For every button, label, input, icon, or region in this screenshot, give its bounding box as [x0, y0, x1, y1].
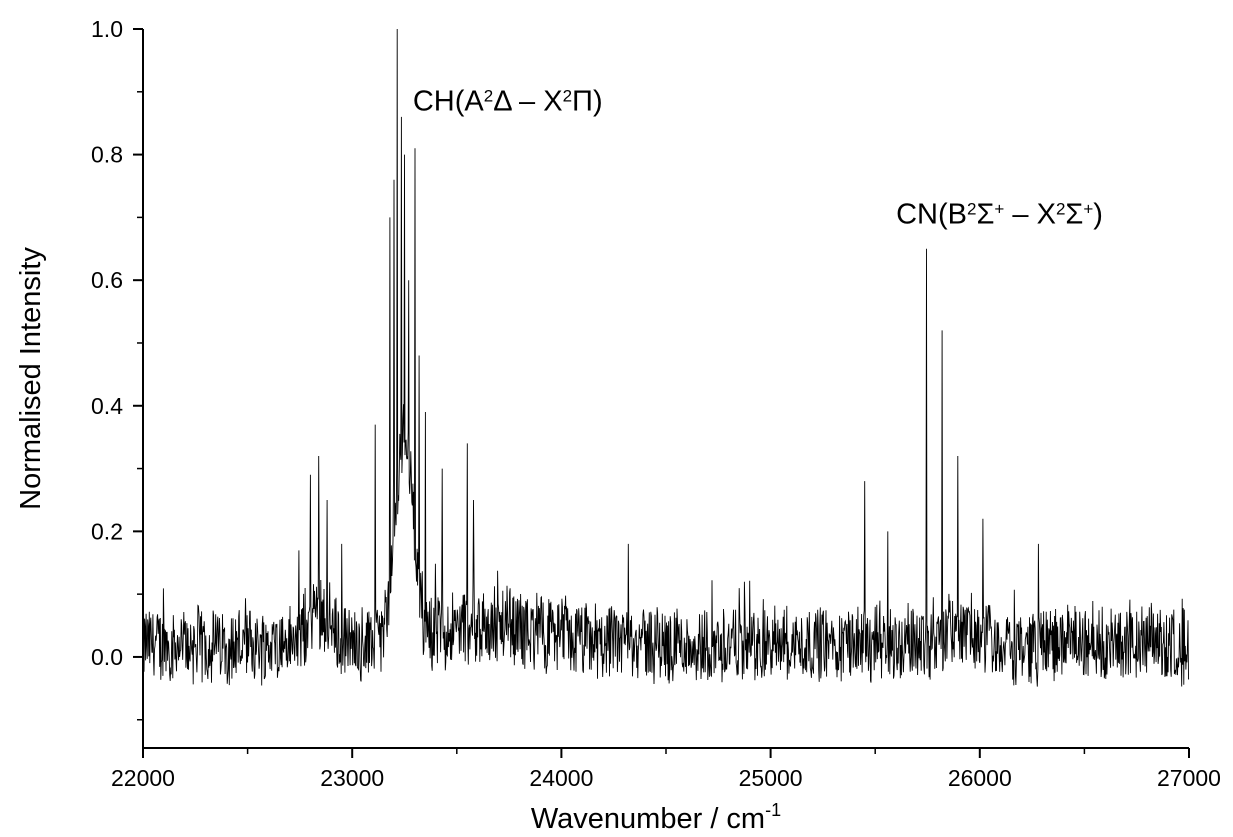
y-tick-label: 0.8: [91, 142, 123, 168]
x-tick-label: 27000: [1157, 765, 1221, 791]
x-tick-label: 25000: [739, 765, 803, 791]
x-tick-label: 26000: [948, 765, 1012, 791]
y-tick-label: 0.4: [91, 393, 123, 419]
cn-band-annotation: CN(B2Σ+ – X2Σ+): [896, 199, 1103, 231]
y-tick-label: 0.6: [91, 267, 123, 293]
spectrum-line: [142, 28, 1190, 687]
plot-area: [142, 28, 1190, 687]
ch-band-annotation: CH(A2Δ – X2Π): [413, 86, 603, 118]
x-axis-title: Wavenumber / cm-1: [531, 800, 781, 835]
x-tick-label: 23000: [320, 765, 384, 791]
y-axis-title: Normalised Intensity: [15, 247, 47, 510]
labels: 22000 23000 24000 25000 26000 27000 0.0 0.2 0.4 0…: [15, 16, 1221, 835]
ticks: [133, 28, 1190, 758]
y-tick-label: 1.0: [91, 16, 123, 42]
y-tick-label: 0.0: [91, 644, 123, 670]
x-tick-label: 22000: [111, 765, 175, 791]
x-tick-label: 24000: [529, 765, 593, 791]
y-tick-label: 0.2: [91, 518, 123, 544]
